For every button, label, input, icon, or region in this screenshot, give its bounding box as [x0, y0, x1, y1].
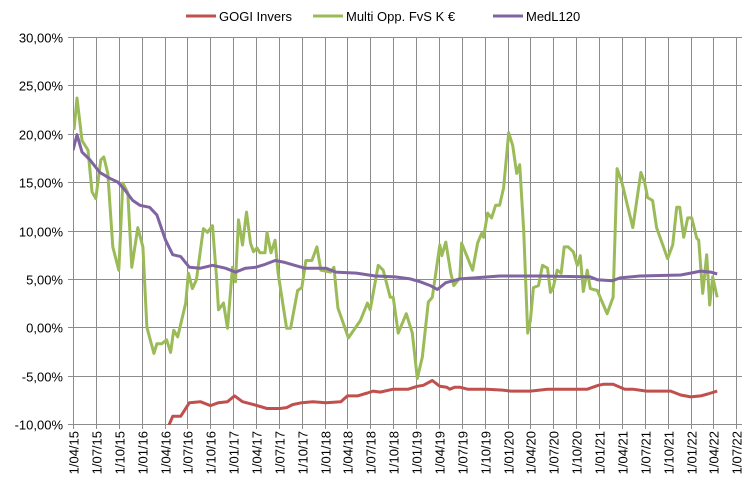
- x-tick-label: 1/10/15: [113, 431, 128, 474]
- x-tick-label: 1/07/16: [181, 431, 196, 474]
- gridlines: [68, 37, 742, 429]
- x-tick-label: 1/04/19: [433, 431, 448, 474]
- y-tick-label: 10,00%: [19, 225, 64, 240]
- x-tick-label: 1/01/22: [685, 431, 700, 474]
- y-tick-label: 30,00%: [19, 31, 64, 46]
- x-tick-label: 1/04/16: [159, 431, 174, 474]
- x-tick-label: 1/07/19: [456, 431, 471, 474]
- series-lines: [73, 96, 719, 425]
- y-tick-label: 25,00%: [19, 79, 64, 94]
- x-tick-label: 1/04/21: [616, 431, 631, 474]
- x-tick-label: 1/10/21: [662, 431, 677, 474]
- x-tick-label: 1/07/18: [364, 431, 379, 474]
- x-tick-label: 1/04/18: [341, 431, 356, 474]
- x-tick-label: 1/07/15: [90, 431, 105, 474]
- x-tick-label: 1/01/18: [319, 431, 334, 474]
- x-tick-label: 1/04/17: [250, 431, 265, 474]
- x-tick-label: 1/01/17: [227, 431, 242, 474]
- x-tick-label: 1/01/19: [410, 431, 425, 474]
- x-tick-label: 1/01/21: [593, 431, 608, 474]
- legend-label-0: GOGI Invers: [219, 9, 292, 24]
- x-tick-label: 1/04/15: [67, 431, 82, 474]
- x-tick-label: 1/10/16: [204, 431, 219, 474]
- x-tick-label: 1/01/16: [136, 431, 151, 474]
- y-tick-label: 20,00%: [19, 128, 64, 143]
- x-tick-label: 1/07/20: [547, 431, 562, 474]
- series-line-1: [73, 96, 719, 380]
- legend-label-2: MedL120: [526, 9, 580, 24]
- y-tick-label: 0,00%: [26, 321, 63, 336]
- x-tick-label: 1/10/19: [479, 431, 494, 474]
- y-axis-ticks: 30,00% 25,00% 20,00% 15,00% 10,00% 5,00% 0,00%…: [15, 31, 64, 433]
- x-tick-label: 1/04/22: [707, 431, 722, 474]
- x-axis-ticks: 1/04/15 1/07/15 1/10/15 1/01/16 1/04/16 1/07/…: [67, 431, 745, 474]
- y-tick-label: -5,00%: [22, 370, 64, 385]
- x-tick-label: 1/04/20: [524, 431, 539, 474]
- y-tick-label: -10,00%: [15, 418, 64, 433]
- legend-label-1: Multi Opp. FvS K €: [346, 9, 456, 24]
- x-tick-label: 1/10/20: [570, 431, 585, 474]
- x-tick-label: 1/01/20: [502, 431, 517, 474]
- y-tick-label: 5,00%: [26, 273, 63, 288]
- x-tick-label: 1/07/17: [273, 431, 288, 474]
- series-line-2: [73, 133, 718, 291]
- legend: GOGI Invers Multi Opp. FvS K € MedL120: [186, 9, 580, 24]
- series-line-0: [167, 379, 718, 425]
- x-tick-label: 1/07/21: [639, 431, 654, 474]
- x-tick-label: 1/10/17: [296, 431, 311, 474]
- x-tick-label: 1/07/22: [730, 431, 745, 474]
- x-tick-label: 1/10/18: [387, 431, 402, 474]
- y-tick-label: 15,00%: [19, 176, 64, 191]
